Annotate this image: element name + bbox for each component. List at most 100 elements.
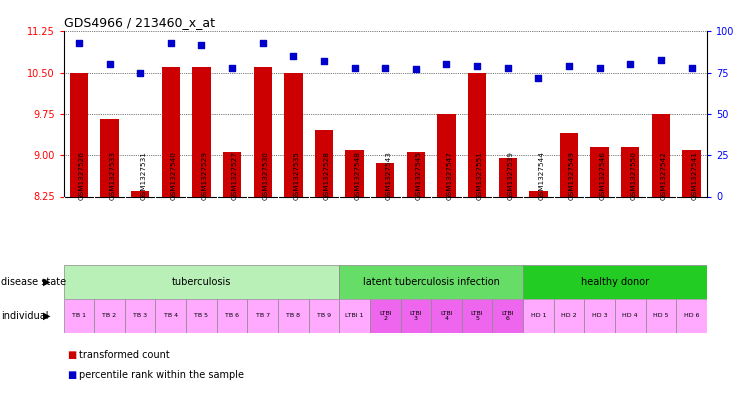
Bar [646, 299, 676, 333]
Text: LTBI
6: LTBI 6 [501, 310, 514, 321]
Bar [100, 119, 119, 196]
Point [73, 40, 85, 46]
Point [410, 66, 422, 73]
Text: GSM1327543: GSM1327543 [385, 151, 391, 200]
Bar [278, 299, 309, 333]
Bar [64, 265, 340, 299]
Text: ■: ■ [67, 350, 76, 360]
Text: GSM1327541: GSM1327541 [692, 151, 698, 200]
Point [379, 64, 391, 71]
Point [471, 63, 483, 69]
Bar [254, 67, 272, 196]
Text: GSM1327542: GSM1327542 [661, 151, 667, 200]
Point [103, 61, 115, 68]
Text: GSM1327533: GSM1327533 [109, 151, 115, 200]
Bar [94, 299, 125, 333]
Bar [554, 299, 584, 333]
Text: GSM1327549: GSM1327549 [569, 151, 575, 200]
Text: GSM1327529: GSM1327529 [201, 151, 207, 200]
Text: LTBI
3: LTBI 3 [410, 310, 422, 321]
Text: TB 1: TB 1 [72, 314, 86, 318]
Text: LTBI
2: LTBI 2 [379, 310, 391, 321]
Text: HD 5: HD 5 [653, 314, 669, 318]
Bar [523, 265, 707, 299]
Bar [186, 299, 217, 333]
Point [287, 53, 299, 59]
Bar [652, 114, 670, 196]
Point [594, 64, 606, 71]
Bar [217, 299, 248, 333]
Text: GSM1327526: GSM1327526 [79, 151, 85, 200]
Bar [340, 299, 370, 333]
Point [134, 70, 146, 76]
Bar [125, 299, 156, 333]
Point [563, 63, 575, 69]
Text: HD 3: HD 3 [592, 314, 607, 318]
Text: TB 9: TB 9 [317, 314, 331, 318]
Bar [615, 299, 646, 333]
Text: GSM1327528: GSM1327528 [324, 151, 330, 200]
Text: TB 4: TB 4 [164, 314, 178, 318]
Text: ▶: ▶ [43, 277, 51, 287]
Text: GSM1327545: GSM1327545 [416, 151, 422, 200]
Bar [682, 150, 701, 196]
Point [502, 64, 514, 71]
Bar [131, 191, 150, 196]
Bar [462, 299, 492, 333]
Bar [156, 299, 186, 333]
Text: TB 2: TB 2 [102, 314, 117, 318]
Text: TB 7: TB 7 [256, 314, 270, 318]
Point [625, 61, 637, 68]
Text: TB 6: TB 6 [225, 314, 239, 318]
Bar [407, 152, 425, 196]
Text: GSM1327527: GSM1327527 [232, 151, 238, 200]
Point [533, 75, 545, 81]
Text: individual: individual [1, 311, 49, 321]
Text: GSM1327544: GSM1327544 [539, 151, 545, 200]
Bar [223, 152, 242, 196]
Point [226, 64, 238, 71]
Text: tuberculosis: tuberculosis [172, 277, 231, 287]
Text: LTBI
5: LTBI 5 [470, 310, 483, 321]
Text: HD 1: HD 1 [530, 314, 546, 318]
Bar [400, 299, 431, 333]
Text: GDS4966 / 213460_x_at: GDS4966 / 213460_x_at [64, 16, 215, 29]
Text: ■: ■ [67, 369, 76, 380]
Text: LTBI 1: LTBI 1 [346, 314, 364, 318]
Bar [431, 299, 462, 333]
Bar [499, 158, 517, 196]
Bar [64, 299, 94, 333]
Bar [529, 191, 548, 196]
Bar [584, 299, 615, 333]
Text: latent tuberculosis infection: latent tuberculosis infection [363, 277, 500, 287]
Text: HD 4: HD 4 [622, 314, 638, 318]
Text: TB 5: TB 5 [194, 314, 209, 318]
Text: GSM1327531: GSM1327531 [140, 151, 146, 200]
Text: transformed count: transformed count [79, 350, 169, 360]
Point [686, 64, 698, 71]
Bar [248, 299, 278, 333]
Bar [621, 147, 640, 196]
Text: GSM1327540: GSM1327540 [171, 151, 177, 200]
Bar [192, 67, 211, 196]
Bar [162, 67, 180, 196]
Bar [492, 299, 523, 333]
Text: TB 8: TB 8 [286, 314, 301, 318]
Text: GSM1327547: GSM1327547 [447, 151, 453, 200]
Bar [340, 265, 523, 299]
Bar [284, 73, 302, 196]
Text: percentile rank within the sample: percentile rank within the sample [79, 369, 244, 380]
Bar [438, 114, 456, 196]
Text: GSM1327548: GSM1327548 [355, 151, 361, 200]
Point [257, 40, 269, 46]
Bar [560, 133, 578, 196]
Bar [468, 73, 486, 196]
Bar [70, 73, 88, 196]
Text: GSM1327535: GSM1327535 [293, 151, 299, 200]
Point [655, 56, 667, 62]
Bar [676, 299, 707, 333]
Point [441, 61, 453, 68]
Point [349, 64, 361, 71]
Text: HD 6: HD 6 [684, 314, 699, 318]
Bar [370, 299, 400, 333]
